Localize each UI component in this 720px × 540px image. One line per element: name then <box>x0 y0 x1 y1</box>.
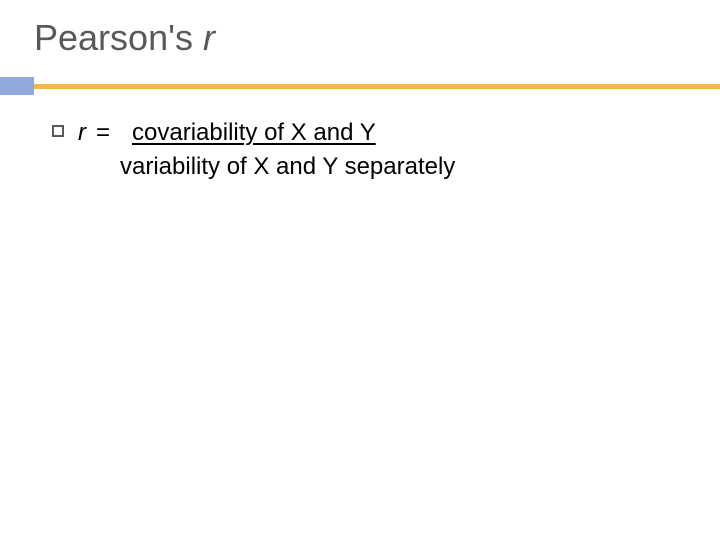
body-area: r=covariability of X and Y variability o… <box>52 116 680 183</box>
slide: Pearson's r r=covariability of X and Y v… <box>0 0 720 540</box>
title-italic: r <box>203 17 215 58</box>
accent-block <box>0 77 34 95</box>
title-prefix: Pearson's <box>34 17 203 58</box>
formula-denominator: variability of X and Y separately <box>78 150 455 184</box>
formula: r=covariability of X and Y variability o… <box>78 116 455 183</box>
accent-row <box>0 77 720 95</box>
accent-line <box>34 84 720 89</box>
bullet-item: r=covariability of X and Y variability o… <box>52 116 680 183</box>
formula-variable: r <box>78 119 86 146</box>
bullet-square-icon <box>52 125 64 137</box>
slide-title: Pearson's r <box>34 18 720 58</box>
title-area: Pearson's r <box>0 0 720 58</box>
formula-equals: = <box>86 119 116 146</box>
formula-numerator: covariability of X and Y <box>116 119 376 146</box>
